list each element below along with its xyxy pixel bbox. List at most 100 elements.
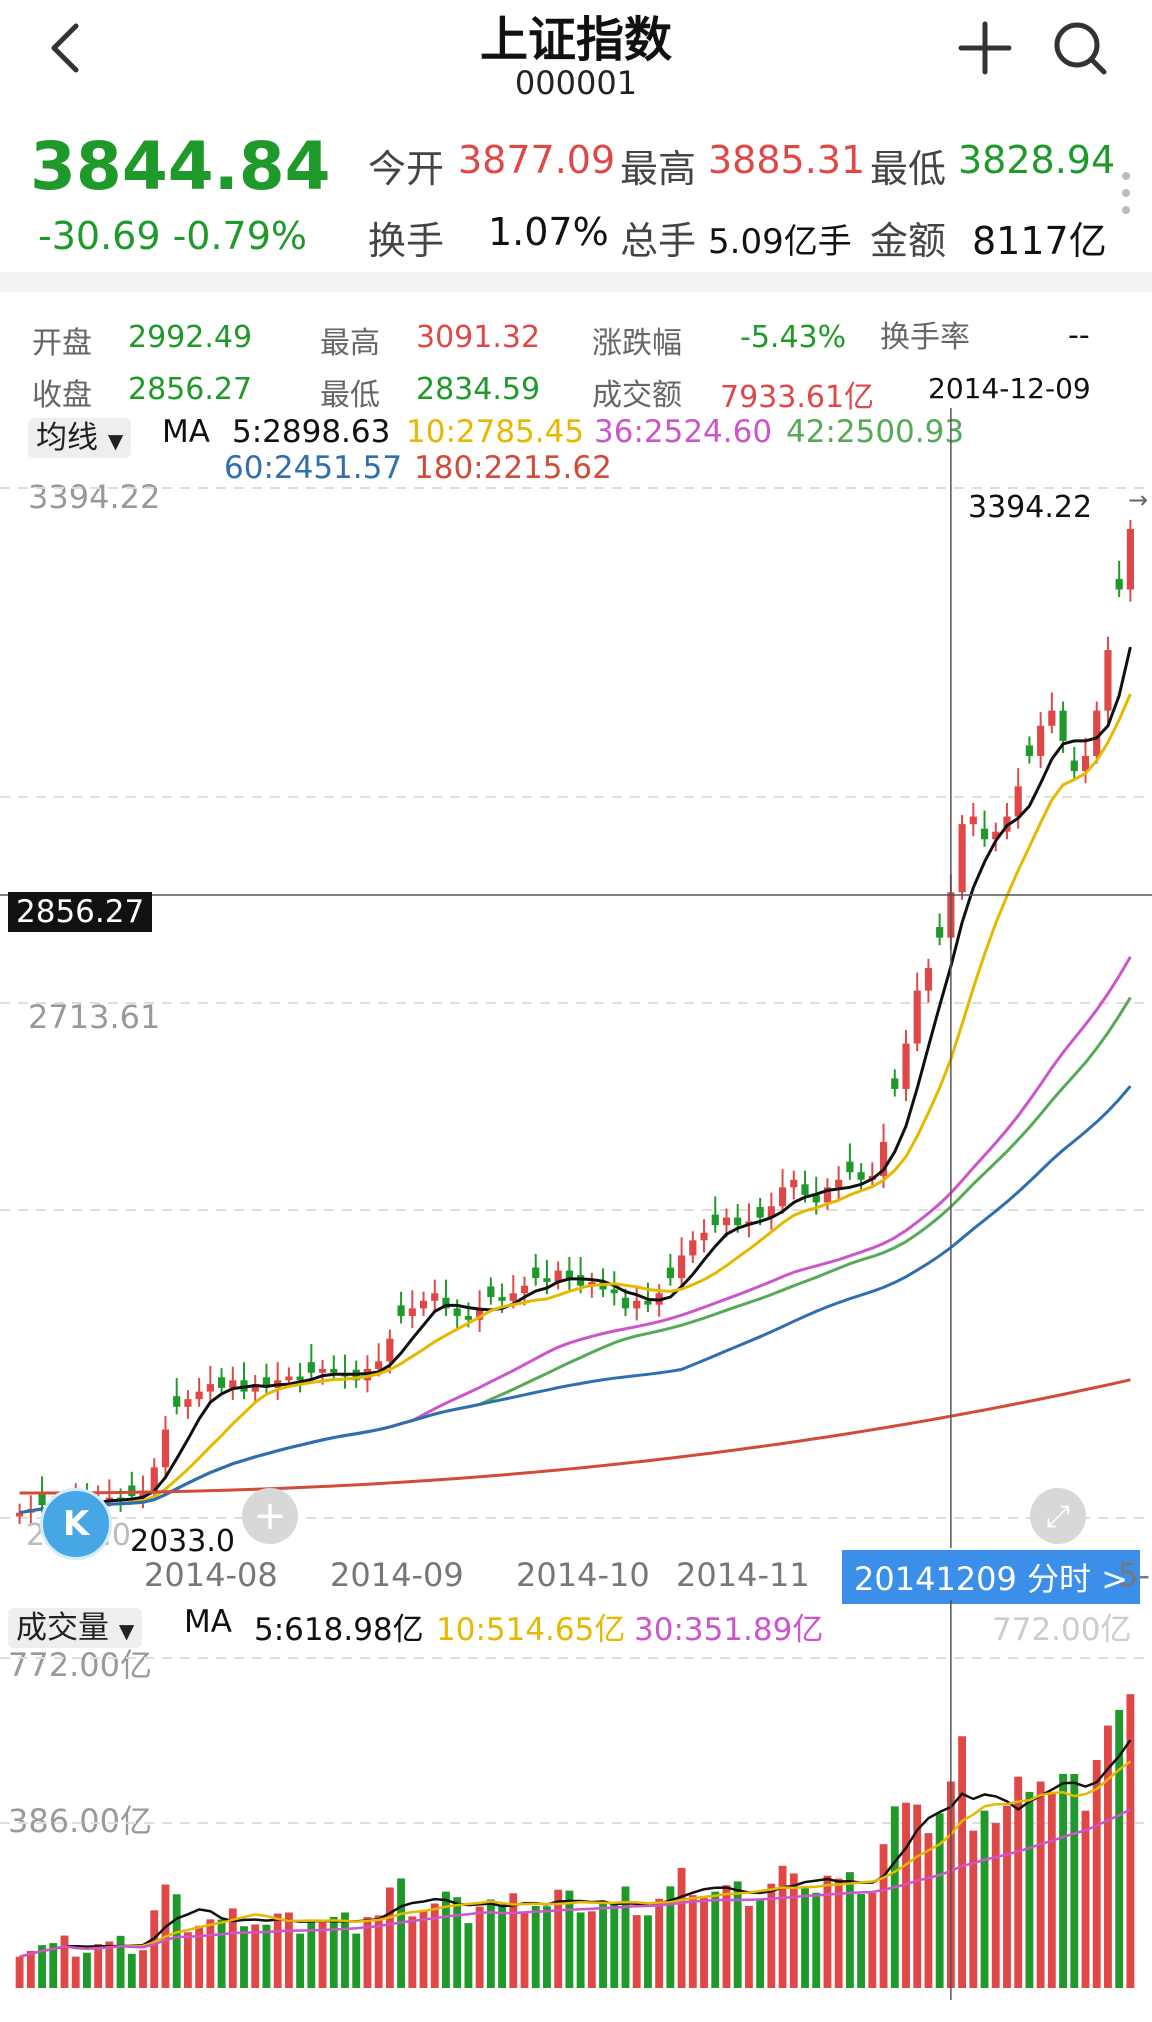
candle-body (408, 1308, 416, 1316)
ma10-line (19, 693, 1132, 1515)
volume-bar (677, 1867, 686, 1988)
search-icon[interactable] (1050, 18, 1110, 78)
candle-body (476, 1308, 484, 1320)
volume-bar (206, 1919, 215, 1988)
volume-bar (834, 1878, 843, 1988)
candle-body (520, 1285, 529, 1294)
candle-body (285, 1376, 293, 1381)
day-high-label: 最高 (320, 326, 380, 361)
back-arrow-icon[interactable] (38, 18, 98, 78)
volume-bar (1047, 1792, 1056, 1988)
kline-switch-icon[interactable]: K (40, 1488, 112, 1560)
low-value: 3828.94 (958, 138, 1116, 182)
day-close-label: 收盘 (32, 378, 92, 413)
stock-code: 000001 (514, 64, 638, 102)
candle-body (217, 1377, 226, 1388)
ma-dropdown[interactable]: 均线 ▼ (28, 412, 132, 458)
volume-bar (430, 1903, 439, 1988)
day-amount-value: 7933.61亿 (720, 380, 875, 415)
chevron-down-icon: ▼ (118, 1619, 135, 1643)
volume-bar (385, 1887, 394, 1988)
volume-bar (127, 1953, 136, 1988)
volume-dropdown[interactable]: 成交量 ▼ (8, 1602, 143, 1648)
section-divider (0, 272, 1152, 292)
ma180-value: 180:2215.62 (414, 450, 612, 486)
low-label: 最低 (870, 147, 947, 191)
candle-body (386, 1338, 394, 1362)
volume-bar (374, 1915, 383, 1988)
price-chart[interactable] (0, 408, 1152, 1548)
vol-ma5-value: 5:618.98亿 (254, 1612, 424, 1648)
volume-bar (924, 1833, 933, 1988)
volume-bar (1070, 1774, 1079, 1988)
volume-bar (139, 1950, 147, 1988)
volume-bar (60, 1935, 69, 1988)
candle-body (633, 1300, 641, 1309)
candle-body (498, 1297, 506, 1301)
volume-bar (823, 1875, 832, 1988)
candle-body (1104, 650, 1112, 711)
candle-body (16, 1512, 24, 1517)
candle-body (969, 816, 977, 825)
candle-body (980, 828, 989, 840)
volume-bar (464, 1923, 473, 1988)
candle-body (767, 1206, 775, 1218)
candle-body (677, 1255, 686, 1279)
candle-body (184, 1399, 192, 1407)
current-price: 3844.84 (30, 128, 331, 205)
volume-bar (262, 1924, 271, 1988)
ma42-line (19, 996, 1132, 1515)
day-high-value: 3091.32 (416, 320, 541, 355)
volume-bar (902, 1802, 910, 1988)
volume-bar (789, 1873, 798, 1988)
candle-body (543, 1278, 551, 1282)
zoom-in-icon[interactable]: + (242, 1488, 298, 1544)
volume-bar (419, 1909, 428, 1988)
volume-bar (240, 1926, 248, 1988)
volume-bar (453, 1897, 462, 1988)
high-value: 3885.31 (708, 138, 866, 182)
add-watchlist-icon[interactable] (955, 18, 1015, 78)
candle-body (419, 1300, 428, 1309)
volume-bar (475, 1906, 484, 1988)
day-amount-label: 成交额 (592, 378, 682, 413)
candle-body (1070, 760, 1078, 772)
max-arrow-icon: → (1128, 486, 1149, 514)
volume-bar (632, 1915, 641, 1988)
candle-body (689, 1240, 697, 1256)
candle-body (105, 1497, 113, 1501)
more-dots-icon[interactable] (1118, 170, 1134, 216)
candle-body (812, 1194, 820, 1203)
volume-bar (116, 1935, 125, 1988)
day-open-label: 开盘 (32, 326, 92, 361)
volume-bar (621, 1886, 630, 1988)
candle-body (139, 1493, 147, 1497)
candle-body (722, 1217, 731, 1226)
x-label-oct: 2014-10 (516, 1556, 650, 1594)
candle-body (150, 1467, 158, 1494)
volume-bar (991, 1823, 1000, 1988)
cursor-date-button[interactable]: 20141209 分时 > (842, 1550, 1141, 1604)
volume-bar (71, 1956, 80, 1988)
amount-value: 8117亿 (972, 219, 1107, 263)
volume-chart[interactable] (0, 1600, 1152, 2000)
day-turnover-value: -- (1068, 318, 1090, 353)
volume-bar (554, 1889, 563, 1988)
volume-bar (576, 1912, 585, 1988)
volume-bar (890, 1806, 899, 1988)
volume-bar (49, 1943, 58, 1988)
volume-bar (711, 1891, 720, 1988)
vol-ma10-value: 10:514.65亿 (436, 1612, 626, 1648)
turnover-label: 换手 (368, 219, 445, 263)
chevron-down-icon: ▼ (107, 429, 124, 453)
ma60-value: 60:2451.57 (224, 450, 403, 486)
cursor-price-badge: 2856.27 (8, 892, 153, 932)
x-label-sep: 2014-09 (330, 1556, 464, 1594)
volume-bar (812, 1892, 821, 1988)
volume-label: 总手 (620, 219, 697, 263)
volume-bar (83, 1952, 91, 1988)
volume-bar (767, 1883, 776, 1988)
volume-bar (183, 1932, 192, 1988)
fullscreen-icon[interactable]: ⤢ (1030, 1488, 1086, 1544)
volume-bar (273, 1913, 282, 1988)
